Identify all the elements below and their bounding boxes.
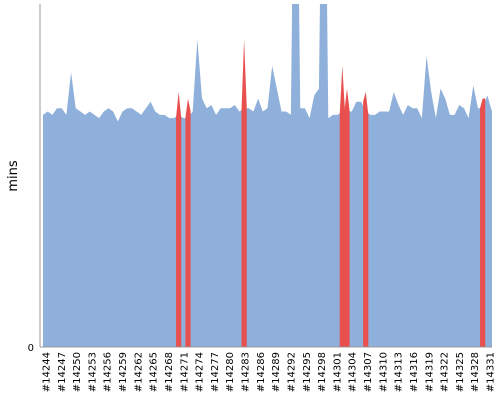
highlight-spike — [339, 65, 345, 347]
x-tick-label: #14310 — [378, 352, 389, 392]
x-tick-label: #14268 — [164, 352, 175, 392]
x-tick-label: #14256 — [103, 352, 114, 392]
highlight-spike — [344, 88, 350, 347]
highlight-spikes — [176, 39, 486, 347]
x-tick-label: #14244 — [42, 352, 53, 392]
x-tick-label: #14253 — [87, 352, 98, 392]
x-tick-label: #14295 — [302, 352, 313, 392]
x-tick-label: #14265 — [149, 352, 160, 392]
x-tick-label: #14301 — [332, 352, 343, 392]
x-tick-label: #14286 — [256, 352, 267, 392]
highlight-spike — [176, 91, 182, 347]
x-tick-label: #14331 — [486, 352, 497, 392]
y-tick-label: 0 — [28, 343, 34, 354]
x-tick-label: #14307 — [363, 352, 374, 392]
x-tick-label: #14322 — [440, 352, 451, 392]
x-tick-label: #14292 — [286, 352, 297, 392]
x-tick-label: #14313 — [394, 352, 405, 392]
x-tick-labels: #14244 #14247 #14250 #14253 #14256 #14259 #142… — [42, 352, 497, 392]
x-tick-label: #14277 — [210, 352, 221, 392]
x-tick-label: #14298 — [317, 352, 328, 392]
y-axis-label: mins — [6, 160, 21, 192]
x-tick-label: #14247 — [57, 352, 68, 392]
x-tick-label: #14304 — [348, 352, 359, 392]
highlight-spike — [185, 98, 191, 347]
x-tick-label: #14280 — [225, 352, 236, 392]
x-tick-label: #14274 — [195, 352, 206, 392]
highlight-spike — [363, 91, 369, 347]
x-tick-label: #14289 — [271, 352, 282, 392]
x-tick-label: #14316 — [409, 352, 420, 392]
x-tick-label: #14271 — [179, 352, 190, 392]
highlight-spike — [480, 98, 486, 347]
x-tick-label: #14328 — [470, 352, 481, 392]
x-tick-label: #14319 — [424, 352, 435, 392]
highlight-spike — [241, 39, 247, 347]
x-tick-label: #14325 — [455, 352, 466, 392]
x-tick-label: #14250 — [72, 352, 83, 392]
x-tick-label: #14262 — [133, 352, 144, 392]
x-tick-label: #14259 — [118, 352, 129, 392]
plot-area — [43, 4, 492, 347]
area-series — [43, 4, 492, 347]
x-tick-label: #14283 — [241, 352, 252, 392]
